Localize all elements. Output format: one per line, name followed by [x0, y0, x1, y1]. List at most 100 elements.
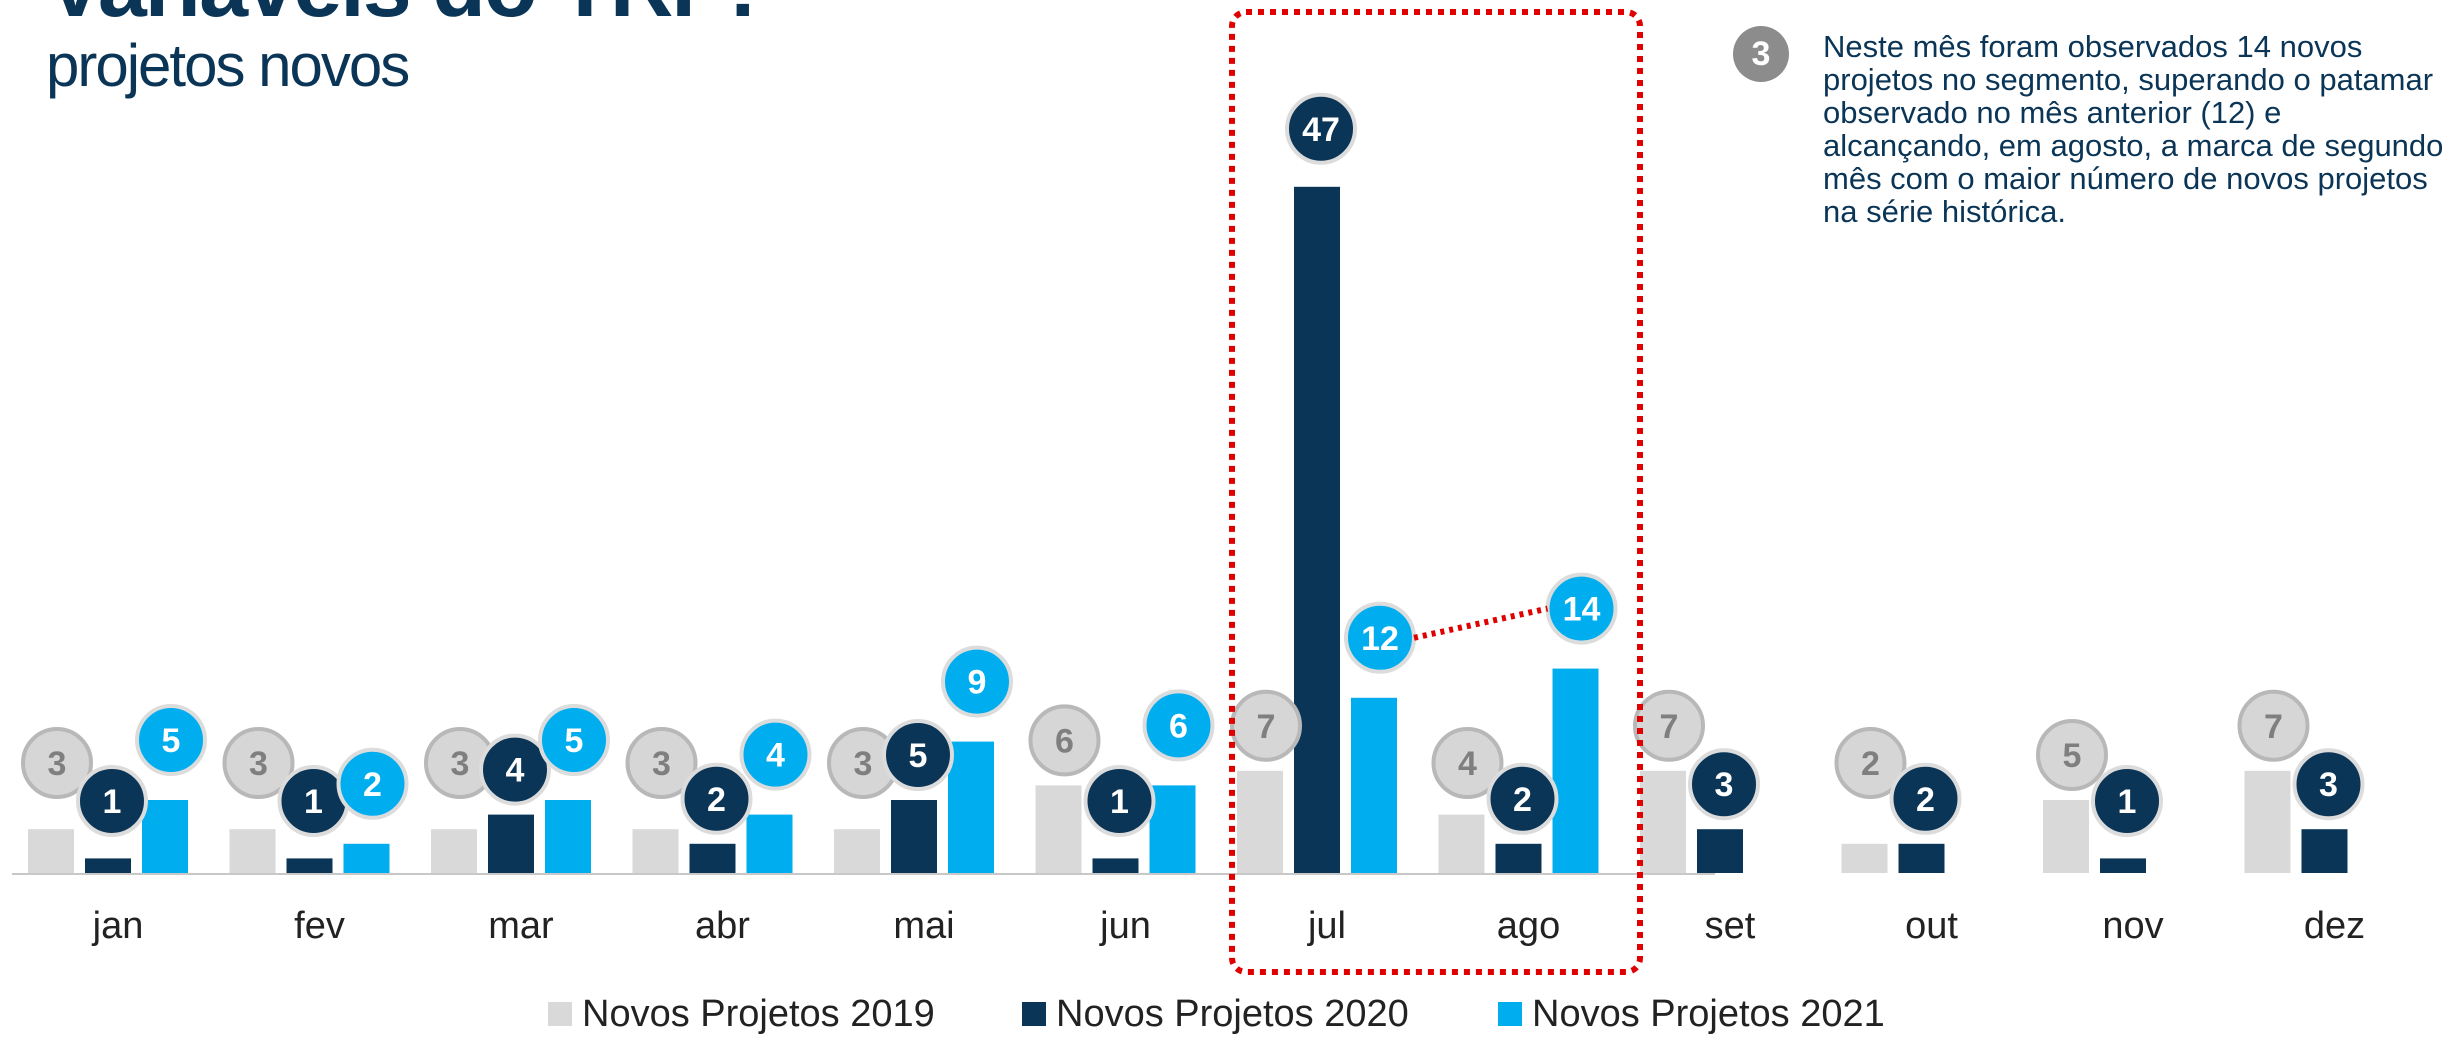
bar-2020-abr — [689, 843, 736, 873]
data-label-2019-dez: 7 — [2264, 708, 2283, 746]
legend-label-2021: Novos Projetos 2021 — [1532, 993, 1885, 1035]
x-tick-label-mar: mar — [488, 905, 554, 947]
page-title: Variáveis do TRP: — [46, 0, 757, 30]
data-label-2020-set: 3 — [1715, 766, 1734, 804]
data-label-2021-jan: 5 — [162, 722, 181, 760]
bar-2019-dez — [2244, 770, 2291, 873]
bar-2021-jan — [142, 800, 188, 873]
data-label-bubble-2019-set — [1633, 689, 1705, 762]
bar-2020-jul — [1294, 186, 1340, 874]
data-label-bubble-2020-abr — [680, 762, 753, 835]
bar-2019-mar — [431, 829, 477, 873]
data-label-2021-mai: 9 — [968, 664, 987, 702]
bar-2021-mai — [948, 741, 994, 873]
data-label-2020-out: 2 — [1916, 781, 1935, 819]
data-label-bubble-2021-mar — [538, 704, 610, 776]
bar-2019-set — [1640, 770, 1686, 873]
data-label-bubble-2019-out — [1834, 727, 1907, 799]
data-label-2021-ago: 14 — [1563, 591, 1601, 629]
x-tick-label-fev: fev — [294, 905, 345, 947]
bar-2020-nov — [2100, 858, 2146, 873]
data-label-2020-jan: 1 — [103, 783, 122, 821]
bar-2019-jul — [1237, 770, 1283, 873]
bar-2019-mai — [834, 829, 880, 873]
bar-2020-dez — [2301, 829, 2348, 873]
bar-2020-jun — [1092, 858, 1139, 873]
x-tick-label-set: set — [1705, 905, 1756, 947]
data-label-2019-mar: 3 — [451, 745, 470, 783]
data-label-bubble-2019-jan — [21, 727, 93, 799]
x-tick-label-mai: mai — [893, 905, 954, 947]
data-label-bubble-2020-set — [1688, 748, 1760, 821]
x-tick-label-jul: jul — [1307, 905, 1346, 947]
legend-label-2019: Novos Projetos 2019 — [582, 993, 935, 1035]
x-tick-label-out: out — [1905, 905, 1958, 947]
x-tick-label-dez: dez — [2304, 905, 2365, 947]
data-label-bubble-2021-abr — [739, 718, 812, 791]
data-label-2020-fev: 1 — [304, 783, 323, 821]
jul-ago-2021-connector — [1413, 605, 1549, 641]
data-label-2020-jun: 1 — [1110, 783, 1129, 821]
data-label-2020-mai: 5 — [909, 737, 928, 775]
data-label-bubble-2020-mai — [882, 719, 954, 791]
data-label-bubble-2019-jul — [1230, 689, 1302, 762]
bar-2021-jun — [1149, 785, 1196, 873]
bar-2021-fev — [343, 843, 390, 873]
legend-swatch-2019 — [548, 1002, 572, 1026]
data-label-bubble-2020-jun — [1083, 765, 1156, 837]
legend-swatch-2021 — [1498, 1002, 1522, 1026]
bar-2019-fev — [229, 829, 276, 873]
data-label-2019-abr: 3 — [652, 745, 671, 783]
bar-2021-abr — [746, 814, 793, 873]
data-label-2021-jul: 12 — [1361, 620, 1399, 658]
x-tick-label-jan: jan — [92, 905, 144, 947]
data-label-2021-mar: 5 — [565, 722, 584, 760]
data-label-bubble-2020-ago — [1486, 762, 1559, 835]
data-label-2020-mar: 4 — [506, 752, 525, 790]
x-tick-label-ago: ago — [1497, 905, 1560, 947]
data-label-2020-abr: 2 — [707, 781, 726, 819]
note-text: Neste mês foram observados 14 novos proj… — [1823, 29, 2444, 229]
bar-2019-nov — [2043, 800, 2089, 873]
data-label-bubble-2020-mar — [479, 733, 551, 806]
data-label-2019-out: 2 — [1861, 745, 1880, 783]
title-block: Variáveis do TRP: projetos novos — [46, 0, 757, 96]
highlight-box-jul-ago — [1229, 9, 1643, 975]
data-label-2021-jun: 6 — [1169, 707, 1188, 745]
data-label-2019-nov: 5 — [2063, 737, 2082, 775]
data-label-bubble-2020-jan — [76, 765, 148, 837]
data-label-2021-abr: 4 — [766, 737, 785, 775]
bar-2021-jul — [1351, 697, 1397, 873]
bar-2019-abr — [632, 829, 679, 873]
data-label-2019-set: 7 — [1660, 708, 1679, 746]
data-label-2020-ago: 2 — [1513, 781, 1532, 819]
legend-label-2020: Novos Projetos 2020 — [1056, 993, 1409, 1035]
data-label-bubble-2021-jan — [135, 704, 207, 776]
x-tick-label-jun: jun — [1099, 905, 1151, 947]
data-label-2020-dez: 3 — [2319, 766, 2338, 804]
note-number-badge: 3 — [1733, 26, 1789, 82]
data-label-2020-nov: 1 — [2118, 783, 2137, 821]
bar-2020-ago — [1495, 843, 1542, 873]
bar-2019-ago — [1438, 814, 1485, 873]
data-label-bubble-2021-fev — [336, 747, 409, 820]
data-label-bubble-2021-mai — [941, 645, 1013, 718]
bar-2021-mar — [545, 800, 591, 873]
data-label-2020-jul: 47 — [1302, 111, 1340, 149]
bar-2020-out — [1898, 843, 1945, 873]
bar-2019-jun — [1035, 785, 1082, 873]
data-label-2019-ago: 4 — [1458, 745, 1477, 783]
data-label-bubble-2020-jul — [1285, 92, 1357, 165]
data-label-2019-mai: 3 — [854, 745, 873, 783]
x-tick-label-abr: abr — [695, 905, 750, 947]
bar-2020-jan — [85, 858, 131, 873]
bar-2020-fev — [286, 858, 333, 873]
bar-2019-out — [1841, 843, 1888, 873]
legend-swatch-2020 — [1022, 1002, 1046, 1026]
data-label-bubble-2020-nov — [2091, 765, 2163, 837]
bar-2021-ago — [1552, 668, 1599, 873]
x-tick-label-nov: nov — [2102, 905, 2163, 947]
data-label-bubble-2019-nov — [2036, 719, 2108, 791]
bar-2019-jan — [28, 829, 74, 873]
